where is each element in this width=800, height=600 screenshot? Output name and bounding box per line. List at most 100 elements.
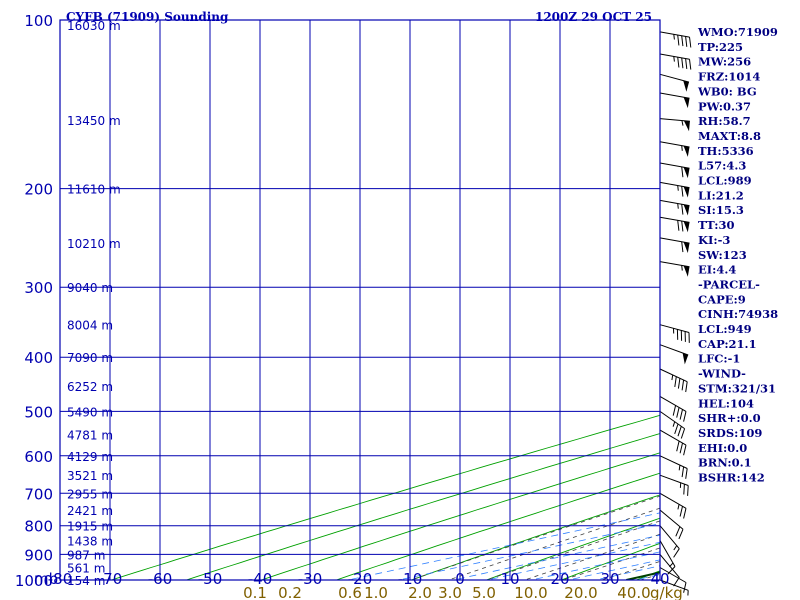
wind-barb bbox=[659, 567, 687, 593]
temperature-tick-label: -30 bbox=[298, 570, 323, 588]
barb-half bbox=[681, 145, 683, 151]
barb-shaft bbox=[659, 509, 684, 530]
barb-shaft bbox=[659, 53, 690, 60]
index-item: MW:256 bbox=[698, 55, 751, 69]
temperature-tick-label: 20 bbox=[550, 570, 569, 588]
barb-shaft bbox=[659, 261, 690, 268]
barb-shaft bbox=[659, 92, 690, 99]
barb-shaft bbox=[659, 492, 687, 509]
barb-full bbox=[676, 407, 680, 418]
temperature-tick-label: -40 bbox=[248, 570, 273, 588]
pressure-unit: mb bbox=[34, 570, 58, 588]
temperature-tick-label: 0 bbox=[455, 570, 465, 588]
height-label: 1915 m bbox=[67, 520, 113, 534]
wind-barb bbox=[659, 509, 684, 540]
pressure-label: 200 bbox=[24, 181, 53, 199]
wind-barb bbox=[659, 237, 690, 253]
grid bbox=[60, 20, 660, 580]
barb-shaft bbox=[659, 410, 685, 430]
wind-barb bbox=[659, 410, 686, 439]
height-label: 4781 m bbox=[67, 429, 113, 443]
barb-shaft bbox=[659, 368, 688, 383]
barb-pennant bbox=[683, 120, 690, 132]
height-label: 154 m bbox=[67, 574, 105, 588]
barb-half bbox=[673, 34, 675, 40]
barb-full bbox=[681, 57, 684, 69]
barb-full bbox=[683, 444, 687, 456]
temperature-tick-label: 10 bbox=[500, 570, 519, 588]
observation-time: 1200Z 29 OCT 25 bbox=[535, 10, 652, 24]
barb-half bbox=[677, 203, 679, 209]
dry-adiabats bbox=[109, 414, 660, 580]
height-label: 11610 m bbox=[67, 183, 121, 197]
height-label: 10210 m bbox=[67, 237, 121, 251]
barb-half bbox=[673, 56, 675, 62]
barb-full bbox=[679, 442, 683, 454]
barb-pennant bbox=[683, 242, 690, 253]
index-item: RH:58.7 bbox=[698, 114, 751, 128]
barb-shaft bbox=[659, 199, 690, 207]
barb-shaft bbox=[659, 567, 687, 583]
wind-barb bbox=[659, 492, 687, 519]
index-item: -WIND- bbox=[698, 367, 746, 381]
wind-barb bbox=[659, 216, 690, 233]
barb-full bbox=[681, 166, 684, 178]
barb-pennant bbox=[683, 204, 690, 216]
index-item: LFC:-1 bbox=[698, 352, 740, 366]
mixing-ratio-label: 20.0 bbox=[564, 584, 597, 600]
mixing-ratio-line bbox=[346, 512, 660, 580]
height-label: 16030 m bbox=[67, 19, 121, 33]
index-item: KI:-3 bbox=[698, 233, 730, 247]
index-item: WMO:71909 bbox=[697, 25, 778, 39]
dry-adiabat bbox=[560, 542, 660, 580]
barb-full bbox=[672, 405, 677, 416]
height-label: 2421 m bbox=[67, 504, 113, 518]
pressure-label: 100 bbox=[24, 12, 53, 30]
index-item: EHI:0.0 bbox=[698, 441, 747, 455]
index-item: BRN:0.1 bbox=[698, 456, 752, 470]
mixing-ratio-label: 0.2 bbox=[278, 584, 302, 600]
mixing-ratio-label: 5.0 bbox=[472, 584, 496, 600]
dry-adiabat bbox=[410, 494, 660, 580]
barb-pennant bbox=[683, 221, 690, 233]
wind-barb bbox=[659, 181, 690, 198]
barb-full bbox=[685, 381, 688, 393]
index-item: -PARCEL- bbox=[698, 277, 760, 291]
height-label: 5490 m bbox=[67, 405, 113, 419]
temperature-tick-label: -50 bbox=[198, 570, 223, 588]
wind-barb bbox=[659, 455, 688, 479]
barb-full bbox=[683, 411, 687, 422]
mixing-ratio-label: 10.0 bbox=[514, 584, 547, 600]
barb-pennant bbox=[683, 186, 690, 198]
barb-half bbox=[672, 421, 676, 427]
barb-shaft bbox=[659, 455, 688, 469]
index-item: HEL:104 bbox=[698, 396, 754, 410]
barb-full bbox=[677, 57, 680, 68]
barb-full bbox=[677, 220, 680, 231]
barb-shaft bbox=[659, 324, 690, 333]
barb-shaft bbox=[659, 141, 690, 148]
barb-full bbox=[685, 58, 688, 69]
barb-full bbox=[676, 440, 680, 452]
moist-adiabat bbox=[447, 507, 660, 580]
barb-full bbox=[683, 508, 687, 519]
pressure-label: 600 bbox=[24, 448, 53, 466]
barb-full bbox=[677, 378, 681, 389]
wind-barb bbox=[659, 525, 680, 558]
barb-shaft bbox=[659, 181, 690, 189]
index-item: LCL:949 bbox=[698, 322, 752, 336]
barb-shaft bbox=[659, 554, 680, 578]
index-item: BSHR:142 bbox=[698, 471, 765, 485]
barb-shaft bbox=[659, 429, 687, 446]
barb-shaft bbox=[659, 118, 690, 122]
temperature-tick-label: -20 bbox=[348, 570, 373, 588]
index-item: STM:321/31 bbox=[698, 381, 776, 395]
barb-pennant bbox=[683, 80, 689, 92]
index-item: SRDS:109 bbox=[698, 426, 762, 440]
barb-shaft bbox=[659, 31, 690, 38]
barb-full bbox=[673, 577, 680, 587]
barb-pennant bbox=[683, 167, 690, 179]
barb-full bbox=[689, 59, 692, 70]
height-label: 1438 m bbox=[67, 535, 113, 549]
